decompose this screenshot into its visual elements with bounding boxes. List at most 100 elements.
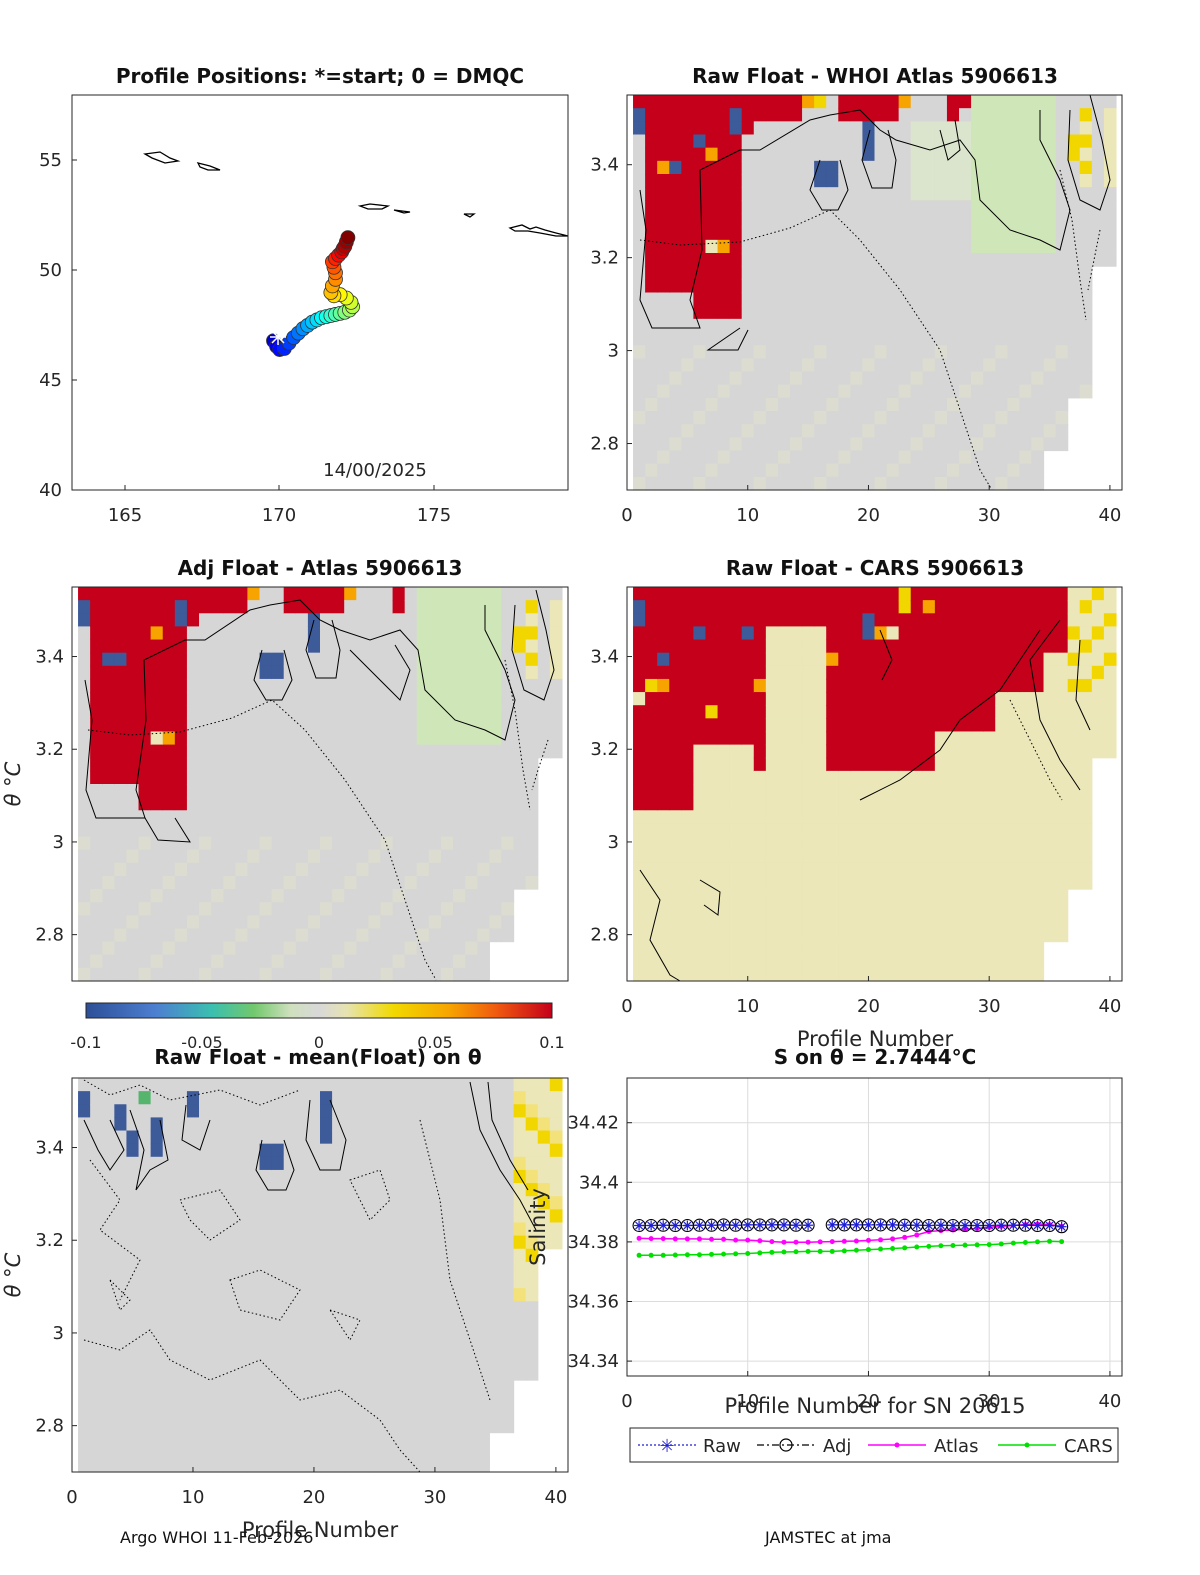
heatmap-cell — [332, 600, 345, 614]
heatmap-cell — [633, 941, 646, 956]
cars-point — [709, 1251, 715, 1257]
heatmap-cell — [489, 600, 503, 614]
heatmap-cell — [126, 1209, 140, 1224]
heatmap-cell — [368, 810, 382, 824]
heatmap-cell — [90, 1183, 103, 1197]
heatmap-cell — [186, 1169, 200, 1184]
heatmap-cell — [862, 437, 876, 452]
heatmap-cell — [838, 292, 851, 307]
heatmap-cell — [235, 587, 249, 601]
legend-raw-label: Raw — [703, 1436, 741, 1457]
heatmap-cell — [1079, 665, 1093, 680]
heatmap-cell — [1007, 849, 1020, 864]
heatmap-cell — [259, 889, 273, 903]
heatmap-cell — [392, 639, 406, 654]
heatmap-cell — [247, 665, 261, 680]
heatmap-cell — [525, 1156, 539, 1171]
heatmap-cell — [681, 770, 695, 785]
heatmap-cell — [705, 718, 719, 733]
heatmap-cell — [332, 797, 345, 811]
heatmap-cell — [174, 1156, 188, 1171]
heatmap-cell — [898, 358, 912, 373]
heatmap-cell — [971, 705, 984, 719]
heatmap-cell — [669, 134, 682, 149]
heatmap-cell — [368, 587, 382, 601]
heatmap-cell — [886, 332, 900, 346]
heatmap-cell — [307, 1458, 321, 1473]
heatmap-cell — [934, 941, 948, 956]
heatmap-cell — [404, 1078, 418, 1092]
heatmap-cell — [368, 1248, 382, 1263]
heatmap-cell — [669, 213, 682, 228]
heatmap-cell — [199, 678, 212, 693]
heatmap-cell — [295, 1078, 309, 1092]
heatmap-cell — [428, 954, 442, 969]
heatmap-cell — [356, 1366, 369, 1381]
heatmap-cell — [1067, 705, 1081, 719]
heatmap-cell — [729, 823, 743, 838]
heatmap-cell — [78, 1078, 91, 1092]
heatmap-cell — [150, 1104, 164, 1118]
heatmap-cell — [717, 463, 731, 478]
heatmap-cell — [150, 1156, 164, 1171]
heatmap-cell — [150, 849, 164, 864]
heatmap-cell — [380, 757, 394, 772]
heatmap-cell — [380, 1078, 394, 1092]
heatmap-cell — [862, 266, 876, 280]
heatmap-cell — [404, 1314, 418, 1329]
heatmap-cell — [247, 1275, 261, 1289]
heatmap-cell — [1019, 784, 1033, 798]
heatmap-cell — [223, 1458, 236, 1473]
heatmap-cell — [404, 810, 418, 824]
heatmap-cell — [934, 836, 948, 851]
heatmap-cell — [199, 705, 212, 719]
heatmap-cell — [114, 915, 128, 930]
heatmap-cell — [946, 770, 960, 785]
heatmap-cell — [874, 849, 888, 864]
heatmap-cell — [898, 967, 912, 982]
heatmap-cell — [465, 705, 478, 719]
heatmap-cell — [344, 902, 357, 916]
heatmap-cell — [693, 305, 707, 320]
heatmap-cell — [392, 1130, 406, 1145]
heatmap-cell — [295, 705, 309, 719]
heatmap-cell — [705, 226, 719, 241]
heatmap-cell — [826, 902, 839, 916]
heatmap-cell — [114, 639, 128, 654]
heatmap-cell — [765, 718, 779, 733]
heatmap-cell — [645, 397, 658, 412]
footer-left: Argo WHOI 11-Feb-2026 — [120, 1528, 313, 1547]
heatmap-cell — [922, 213, 936, 228]
heatmap-cell — [525, 718, 539, 733]
cars-point — [986, 1242, 992, 1248]
heatmap-cell — [307, 587, 321, 601]
heatmap-cell — [138, 784, 152, 798]
heatmap-cell — [657, 160, 670, 175]
heatmap-cell — [150, 639, 164, 654]
heatmap-cell — [910, 463, 924, 478]
heatmap-cell — [102, 1222, 115, 1237]
heatmap-cell — [850, 305, 864, 320]
heatmap-cell — [549, 1143, 563, 1158]
heatmap-cell — [465, 784, 478, 798]
heatmap-cell — [802, 134, 815, 149]
heatmap-cell — [102, 823, 115, 838]
heatmap-cell — [380, 1222, 394, 1237]
heatmap-cell — [162, 1419, 176, 1434]
heatmap-cell — [765, 239, 779, 254]
heatmap-cell — [259, 1078, 273, 1092]
heatmap-cell — [741, 147, 755, 162]
atlas-point — [865, 1237, 871, 1243]
heatmap-cell — [186, 1248, 200, 1263]
heatmap-cell — [1055, 678, 1069, 693]
heatmap-cell — [633, 587, 646, 601]
heatmap-cell — [295, 1143, 309, 1158]
heatmap-cell — [789, 279, 803, 294]
cars-point — [1022, 1239, 1028, 1245]
heatmap-cell — [174, 1380, 188, 1394]
heatmap-cell — [1079, 810, 1093, 824]
heatmap-cell — [717, 784, 731, 798]
heatmap-cell — [199, 928, 212, 943]
heatmap-cell — [368, 718, 382, 733]
heatmap-cell — [729, 849, 743, 864]
